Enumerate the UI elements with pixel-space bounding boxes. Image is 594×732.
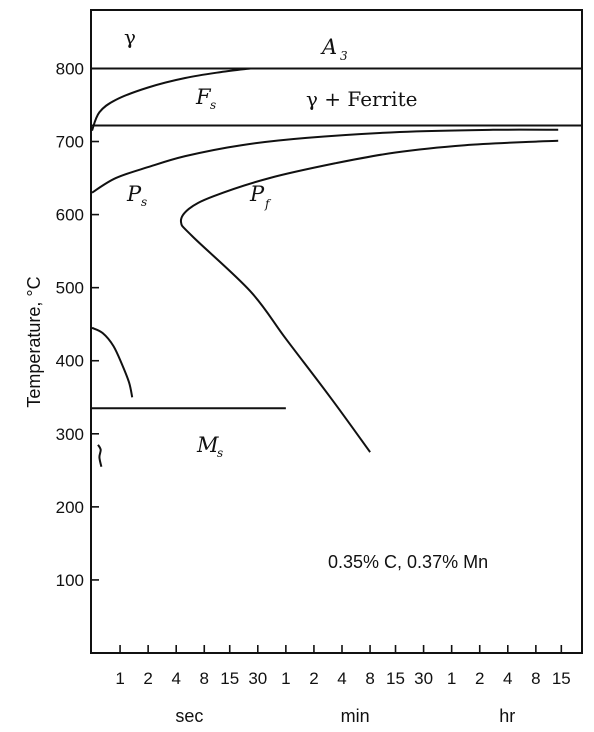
fs-label: F s (195, 85, 216, 112)
x-unit-label-min: min (341, 706, 370, 726)
fs-label-sub: s (210, 98, 216, 112)
pf-label-main: P (249, 182, 265, 206)
x-tick-label: 1 (281, 669, 290, 688)
x-unit-label-hr: hr (499, 706, 515, 726)
x-tick-label: 8 (531, 669, 540, 688)
fs-label-main: F (195, 85, 212, 109)
ps-label-sub: s (141, 195, 147, 209)
x-tick-label: 4 (337, 669, 346, 688)
x-tick-label: 30 (248, 669, 267, 688)
gamma-ferrite-region-label: γ + Ferrite (306, 87, 417, 111)
y-tick-label: 500 (56, 279, 84, 298)
curve-pf (179, 139, 559, 453)
gamma-region-label: γ (124, 25, 136, 49)
curve-ps (91, 128, 559, 194)
y-axis-title: Temperature, °C (24, 276, 44, 407)
plot-frame (90, 9, 583, 654)
x-tick-label: 2 (143, 669, 152, 688)
x-tick-label: 1 (447, 669, 456, 688)
composition-annotation: 0.35% C, 0.37% Mn (328, 552, 488, 572)
y-tick-label: 800 (56, 59, 84, 78)
x-tick-label: 2 (309, 669, 318, 688)
y-tick-label: 400 (56, 352, 84, 371)
x-tick-label: 2 (475, 669, 484, 688)
ms-label: M s (196, 433, 223, 460)
transformation-curves (91, 67, 559, 467)
a3-label-sub: 3 (340, 49, 348, 63)
phase-boundary-lines (92, 67, 582, 410)
x-tick-label: 4 (503, 669, 512, 688)
curve-lower-mark (97, 444, 103, 467)
y-tick-label: 300 (56, 425, 84, 444)
ms-label-sub: s (217, 446, 223, 460)
x-tick-label: 15 (552, 669, 571, 688)
pf-label: P f (249, 182, 272, 211)
x-tick-label: 15 (386, 669, 405, 688)
a3-label: A 3 (320, 35, 348, 63)
pf-label-sub: f (264, 197, 272, 211)
x-tick-label: 15 (220, 669, 239, 688)
curve-bainite-start (91, 326, 134, 398)
y-tick-label: 200 (56, 498, 84, 517)
x-tick-label: 8 (365, 669, 374, 688)
x-tick-label: 30 (414, 669, 433, 688)
y-tick-label: 600 (56, 206, 84, 225)
ps-label-main: P (126, 182, 142, 206)
x-tick-label: 8 (200, 669, 209, 688)
a3-label-main: A (320, 35, 337, 59)
x-tick-label: 1 (115, 669, 124, 688)
ps-label: P s (126, 182, 147, 209)
y-tick-label: 100 (56, 571, 84, 590)
curve-fs (91, 67, 251, 131)
y-tick-label: 700 (56, 133, 84, 152)
x-unit-label-sec: sec (175, 706, 203, 726)
y-axis: 100 200 300 400 500 600 700 800 (56, 59, 99, 590)
x-tick-label: 4 (171, 669, 180, 688)
ms-label-main: M (196, 433, 219, 457)
